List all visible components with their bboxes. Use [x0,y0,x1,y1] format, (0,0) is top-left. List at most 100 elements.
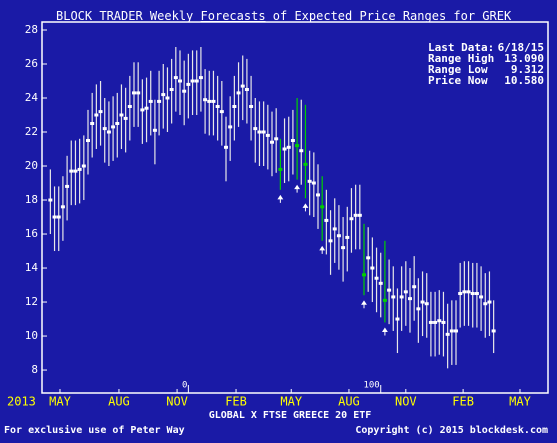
info-label: Range High [428,52,494,65]
price-mark [303,162,308,166]
y-tick-label: 12 [25,295,38,308]
x-tick-label: MAY [280,395,302,409]
info-value: 9.312 [511,63,544,76]
price-mark [487,300,492,304]
info-value: 10.580 [504,74,544,87]
footer-left: For exclusive use of Peter Way [4,424,185,436]
price-mark [437,319,442,323]
price-mark [123,116,128,120]
price-mark [90,122,95,126]
price-mark [466,290,471,294]
price-mark [378,281,383,285]
price-mark [370,266,375,270]
price-mark [491,329,496,333]
price-mark [286,145,291,149]
price-mark [144,106,149,110]
y-tick-label: 20 [25,159,38,172]
price-mark [98,110,103,114]
chart-title: BLOCK TRADER Weekly Forecasts of Expecte… [56,9,512,23]
price-mark [391,295,396,299]
price-mark [240,84,245,88]
x-tick-label: NOV [395,395,417,409]
price-mark [420,300,425,304]
price-mark [374,276,379,280]
price-mark [441,320,446,324]
price-mark [328,239,333,243]
price-mark [111,125,116,129]
signal-arrow [277,194,284,203]
title-part: of Expected Price Ranges for GREK [273,9,512,23]
price-mark [433,320,438,324]
price-mark [56,215,61,219]
price-mark [332,227,337,231]
price-mark [102,127,107,131]
price-mark [157,99,162,103]
price-mark [403,290,408,294]
price-mark [86,139,90,143]
price-mark [60,205,65,209]
title-part: Forecasts [201,9,266,23]
price-mark [349,217,354,221]
price-mark [136,91,141,95]
price-mark [219,110,224,114]
price-mark [320,205,325,209]
price-mark [148,99,153,103]
price-mark [173,76,178,80]
info-box: Last Data: 6/18/15 Range High 13.090 Range L… [428,41,544,87]
price-mark [399,295,404,299]
price-mark [483,302,488,306]
price-mark [454,329,458,333]
price-mark [81,164,86,168]
price-mark [253,127,258,131]
price-mark [190,79,195,83]
price-mark [274,137,279,141]
price-mark [65,184,70,188]
price-mark [249,105,254,109]
price-mark [316,193,320,197]
price-mark [445,332,450,336]
price-mark [211,99,216,103]
price-mark [48,198,53,202]
price-mark [224,145,228,149]
price-mark [270,140,274,144]
price-mark [152,128,157,132]
y-tick-label: 18 [25,193,38,206]
price-mark [207,99,212,103]
price-mark [282,147,287,151]
plot-frame [41,21,549,394]
price-mark [203,98,208,102]
price-mark [408,297,412,301]
price-mark [395,317,400,321]
x-tick-label: FEB [452,395,474,409]
price-mark [140,108,145,112]
price-mark [412,285,417,289]
x-tick-label: AUG [338,395,360,409]
year-label: 2013 [7,395,36,409]
price-mark [416,307,421,311]
price-mark [228,125,233,129]
y-tick-label: 22 [25,125,38,138]
price-mark [479,295,484,299]
price-mark [336,234,341,238]
price-mark [299,149,304,153]
price-mark [353,213,358,217]
price-mark [290,139,295,143]
price-mark [357,213,362,217]
price-mark [115,122,120,126]
y-tick-label: 24 [25,91,39,104]
price-mark [462,290,467,294]
info-value: 6/18/15 [498,41,544,54]
y-tick-label: 16 [25,227,38,240]
x-tick-label: AUG [108,395,130,409]
price-mark [232,105,237,109]
y-tick-label: 10 [25,329,38,342]
price-mark [307,179,312,183]
price-mark [106,130,111,134]
info-value: 13.090 [504,52,544,65]
price-mark [236,91,241,95]
price-mark [186,82,191,86]
price-mark [324,218,329,222]
price-mark [311,181,316,185]
signal-arrow [294,184,301,193]
